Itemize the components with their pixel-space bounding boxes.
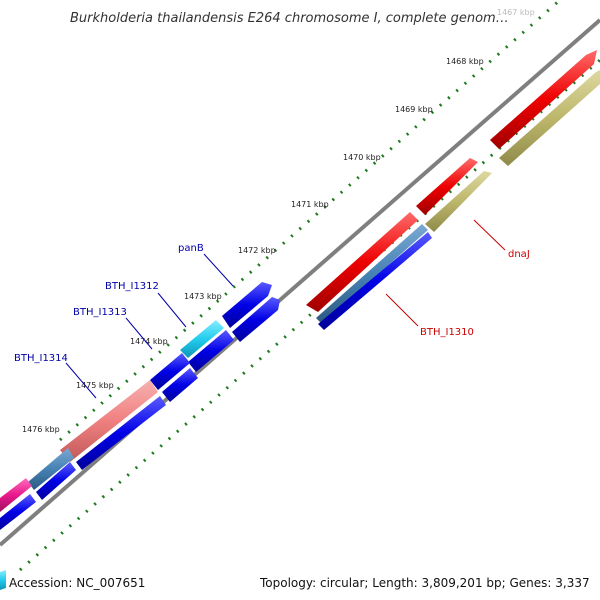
callout-bth1314 xyxy=(65,362,97,399)
cds-blue-forward-8 xyxy=(0,494,36,530)
callout-lines xyxy=(65,219,506,399)
inner-tick-row xyxy=(19,58,600,572)
cds-cyan-bottom xyxy=(0,570,6,590)
tick-label: 1474 kbp xyxy=(130,337,168,346)
accession-text: Accession: NC_007651 xyxy=(9,576,145,590)
cds-blue-reverse xyxy=(318,232,432,330)
gene-labels: panB BTH_I1312 BTH_I1313 BTH_I1314 dnaJ … xyxy=(14,243,530,364)
callout-dnaJ xyxy=(473,219,506,251)
callout-bth1310 xyxy=(385,293,419,327)
gene-label-bth1310: BTH_I1310 xyxy=(420,327,474,338)
tick-label: 1473 kbp xyxy=(184,292,222,301)
cds-blue-forward-2 xyxy=(232,297,280,342)
tick-label: 1470 kbp xyxy=(343,153,381,162)
map-title: Burkholderia thailandensis E264 chromoso… xyxy=(70,11,509,26)
cds-red-forward xyxy=(490,50,597,149)
summary-text: Topology: circular; Length: 3,809,201 bp… xyxy=(259,576,590,590)
cds-red-reverse xyxy=(306,212,418,312)
cds-blue-forward-7 xyxy=(36,462,76,500)
gene-label-bth1313: BTH_I1313 xyxy=(73,307,127,318)
gene-features xyxy=(0,50,600,590)
callout-panB xyxy=(203,253,234,287)
cds-blue-forward-panB xyxy=(222,282,272,328)
cds-blue-forward-6 xyxy=(76,396,166,470)
cds-blue-forward-5 xyxy=(162,368,198,402)
cds-blue-forward-3 xyxy=(188,330,234,372)
cds-steel-forward xyxy=(28,448,74,490)
callout-bth1313 xyxy=(125,317,153,350)
outer-tick-row xyxy=(59,0,561,442)
callout-bth1312 xyxy=(157,292,187,328)
gene-label-bth1312: BTH_I1312 xyxy=(105,281,159,292)
tick-label: 1468 kbp xyxy=(446,57,484,66)
tick-label: 1467 kbp xyxy=(497,8,535,17)
backbone-line xyxy=(0,18,600,547)
cds-cyan-forward xyxy=(180,320,224,358)
tick-label: 1475 kbp xyxy=(76,381,114,390)
tick-label: 1471 kbp xyxy=(291,200,329,209)
cds-blue-forward-4 xyxy=(150,353,190,390)
cds-red-forward-2 xyxy=(416,158,478,215)
tick-rows xyxy=(19,0,600,572)
cds-salmon-forward xyxy=(60,380,158,462)
tick-label: 1472 kbp xyxy=(238,246,276,255)
cds-steel-reverse xyxy=(316,224,428,324)
gene-label-dnaJ: dnaJ xyxy=(508,249,530,260)
gene-label-panB: panB xyxy=(178,243,204,254)
cds-olive-forward xyxy=(499,70,600,166)
tick-labels: 1467 kbp 1468 kbp 1469 kbp 1470 kbp 1471… xyxy=(22,8,535,434)
tick-label: 1476 kbp xyxy=(22,425,60,434)
gene-label-bth1314: BTH_I1314 xyxy=(14,353,68,364)
cds-magenta-forward xyxy=(0,478,32,512)
cds-olive-forward-2 xyxy=(425,171,492,232)
backbone xyxy=(0,18,600,547)
tick-label: 1469 kbp xyxy=(395,105,433,114)
